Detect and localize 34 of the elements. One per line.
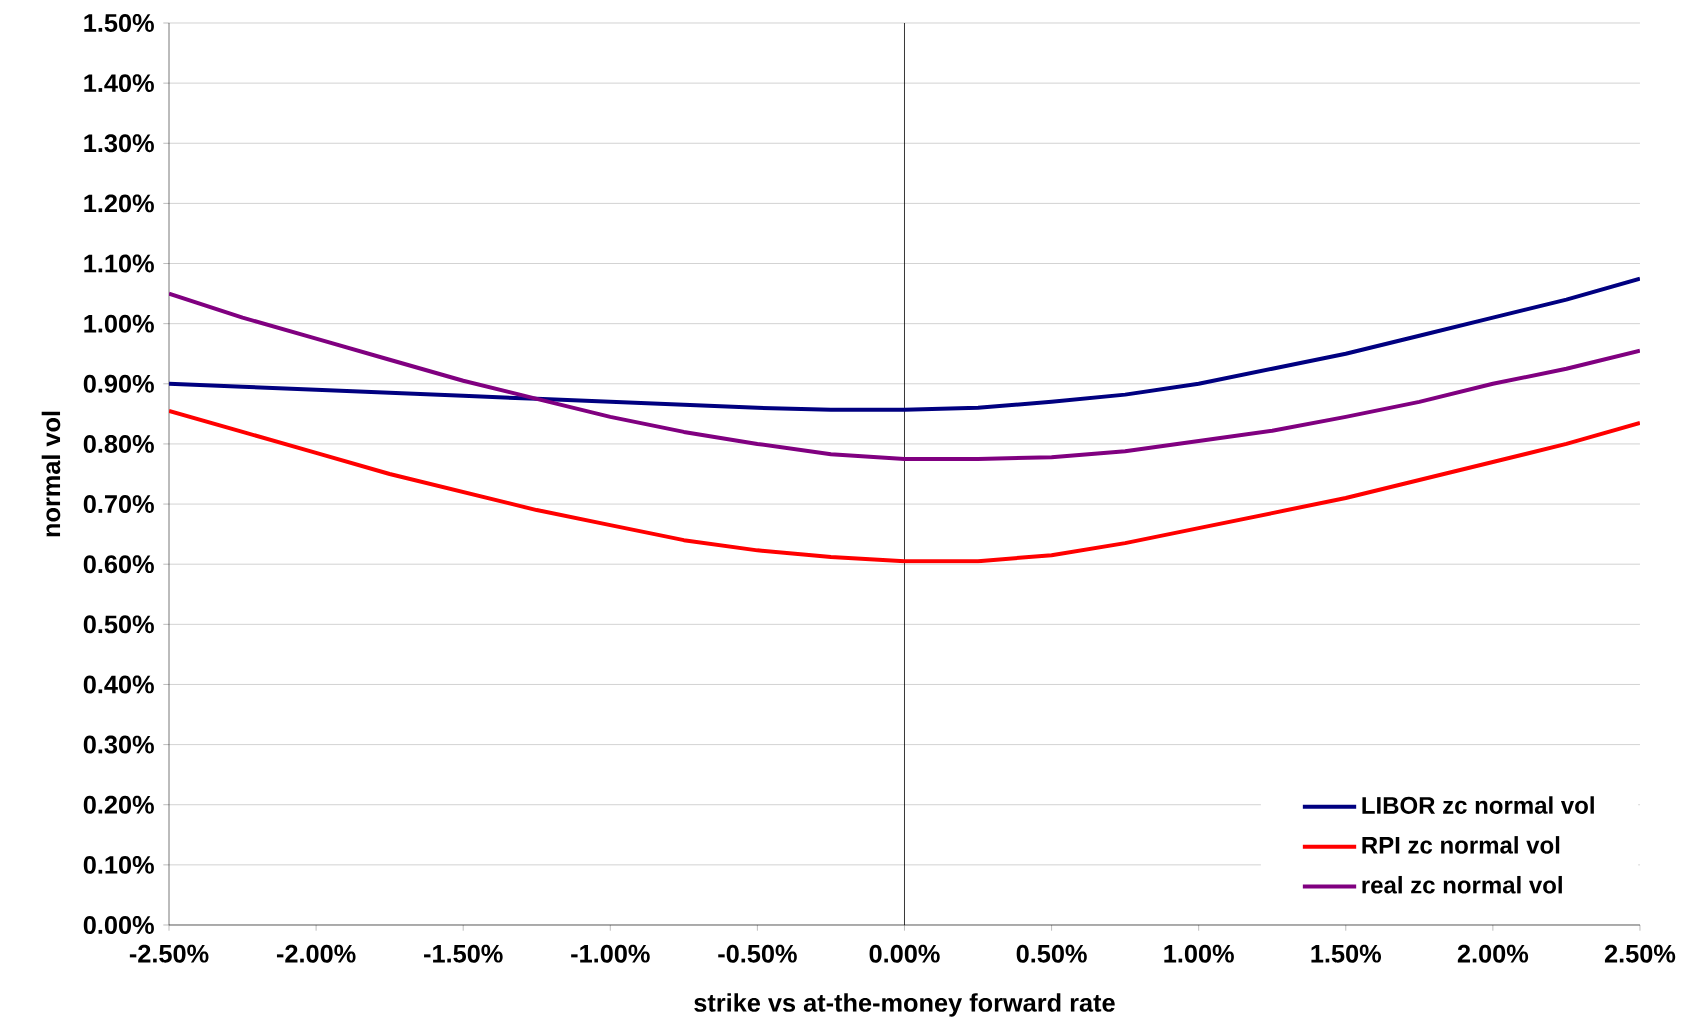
x-tick-label: 2.50% [1604,944,1676,963]
y-axis-title: normal vol [41,411,61,537]
y-tick-label: 0.50% [83,615,154,634]
y-tick-label: 1.40% [84,74,154,93]
legend-label: RPI zc normal vol [1362,836,1560,854]
x-tick-label: 1.00% [1164,944,1234,963]
x-tick-label: 2.00% [1457,944,1529,963]
y-tick-label: 0.20% [83,795,154,814]
legend-label: LIBOR zc normal vol [1362,796,1594,814]
x-tick-label: -1.50% [424,944,503,963]
x-tick-label: -0.50% [718,944,797,963]
y-tick-label: 0.10% [83,855,154,874]
x-tick-label: 1.50% [1311,944,1382,963]
y-tick-label: 0.80% [83,434,154,453]
y-tick-label: 0.40% [83,675,154,694]
x-tick-label: -1.00% [571,944,650,963]
x-tick-label: 0.50% [1016,944,1087,963]
x-tick-label: -2.50% [129,944,209,963]
line-series [169,276,1640,412]
y-tick-label: 1.50% [84,14,154,32]
x-tick-label: -2.00% [276,944,356,963]
y-tick-label: 1.10% [84,254,154,273]
y-tick-label: 0.90% [83,374,154,393]
x-tick-label: 0.00% [869,944,940,963]
y-tick-label: 1.30% [84,134,154,153]
x-axis-title: strike vs at-the-money forward rate [694,993,1115,1017]
y-tick-label: 0.00% [83,916,154,934]
y-tick-label: 1.00% [84,314,154,333]
y-tick-label: 0.70% [83,495,154,514]
legend-label: real zc normal vol [1362,875,1562,894]
y-tick-label: 1.20% [84,194,154,213]
y-tick-label: 0.60% [83,555,154,574]
y-tick-label: 0.30% [83,735,154,754]
line-series [169,291,1640,461]
